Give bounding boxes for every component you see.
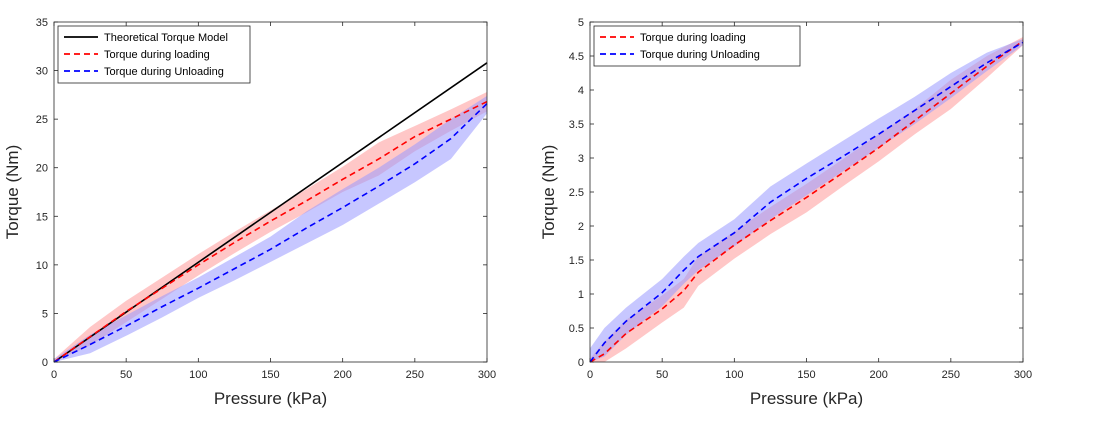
legend-entry-label: Torque during loading: [104, 49, 210, 61]
series-line-0: [589, 40, 1024, 363]
y-tick-label: 3.5: [569, 119, 584, 131]
x-tick-label: 0: [587, 369, 593, 381]
x-tick-label: 300: [478, 369, 496, 381]
series-band-1: [590, 39, 1023, 362]
y-tick-label: 15: [36, 211, 48, 223]
y-tick-label: 4.5: [569, 51, 584, 63]
y-tick-label: 0: [578, 357, 584, 369]
x-tick-label: 0: [51, 369, 57, 381]
y-tick-label: 1: [578, 289, 584, 301]
y-tick-label: 20: [36, 163, 48, 175]
right-chart-panel: 0 50 100 150 200 250 300 0 0.5 1 1.5 2 2.5 3 3.5 4 4.5 5 P…: [539, 17, 1032, 408]
legend-entry-label: Torque during loading: [640, 32, 746, 44]
legend-entry-label: Theoretical Torque Model: [104, 32, 228, 44]
x-axis-label: Pressure (kPa): [750, 389, 863, 408]
legend-entry-label: Torque during Unloading: [640, 49, 760, 61]
y-tick-label: 35: [36, 17, 48, 29]
y-tick-label: 0.5: [569, 323, 584, 335]
y-tick-label: 3: [578, 153, 584, 165]
series-line-0: [53, 62, 488, 363]
series-line-1: [589, 41, 1024, 363]
legend: Theoretical Torque Model Torque during lo…: [57, 25, 251, 84]
y-tick-label: 10: [36, 260, 48, 272]
x-tick-label: 250: [942, 369, 960, 381]
y-tick-label: 2.5: [569, 187, 584, 199]
y-tick-label: 1.5: [569, 255, 584, 267]
y-tick-label: 5: [578, 17, 584, 29]
y-tick-label: 2: [578, 221, 584, 233]
y-tick-label: 5: [42, 308, 48, 320]
x-tick-label: 100: [189, 369, 207, 381]
y-tick-label: 30: [36, 66, 48, 78]
series-line-1: [53, 100, 488, 363]
y-tick-label: 0: [42, 357, 48, 369]
x-tick-label: 100: [725, 369, 743, 381]
series-line-2: [53, 103, 488, 363]
x-tick-label: 200: [869, 369, 887, 381]
legend-entry-label: Torque during Unloading: [104, 66, 224, 78]
x-tick-label: 250: [406, 369, 424, 381]
y-tick-label: 25: [36, 114, 48, 126]
series-band-2: [54, 95, 487, 362]
left-chart-panel: 0 50 100 150 200 250 300 0 5 10 15 20 25 30 35 Pressure…: [3, 17, 496, 408]
x-tick-label: 50: [656, 369, 668, 381]
legend: Torque during loading Torque during Unloa…: [593, 25, 801, 67]
x-tick-label: 200: [333, 369, 351, 381]
y-tick-label: 4: [578, 85, 584, 97]
y-axis-label: Torque (Nm): [3, 145, 22, 239]
x-tick-label: 150: [797, 369, 815, 381]
x-tick-label: 300: [1014, 369, 1032, 381]
x-tick-label: 50: [120, 369, 132, 381]
x-tick-label: 150: [261, 369, 279, 381]
x-axis-label: Pressure (kPa): [214, 389, 327, 408]
y-axis-label: Torque (Nm): [539, 145, 558, 239]
legend-box: [593, 25, 801, 67]
